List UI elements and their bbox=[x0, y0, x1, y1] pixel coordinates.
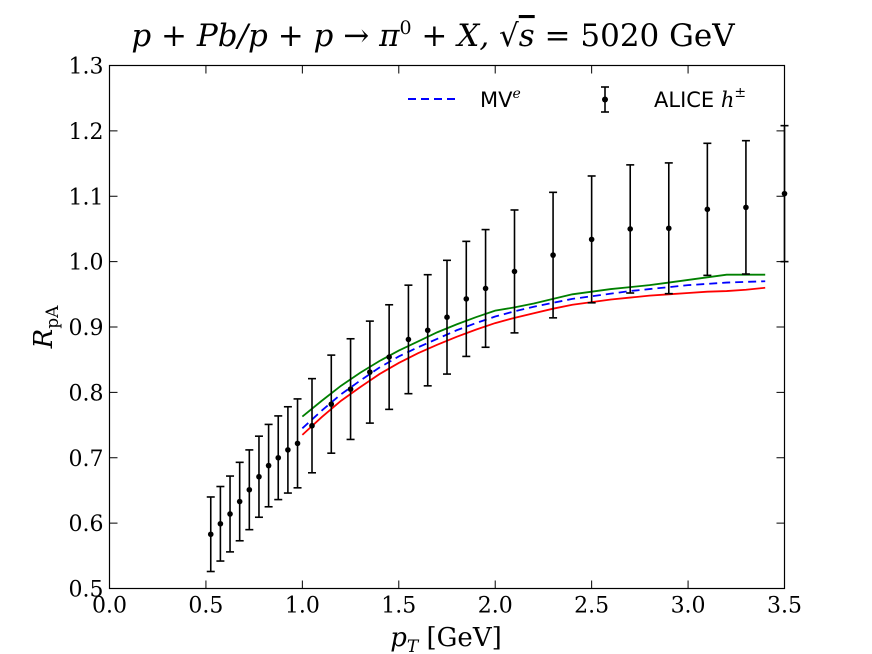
data-point-group bbox=[626, 164, 635, 294]
data-point-group bbox=[703, 142, 712, 277]
x-tick-label: 2.0 bbox=[478, 594, 513, 619]
y-axis-label-main: R bbox=[29, 329, 59, 350]
data-point bbox=[482, 285, 489, 292]
data-point bbox=[588, 236, 595, 243]
x-tick-label: 1.5 bbox=[381, 594, 416, 619]
data-point bbox=[227, 511, 233, 517]
legend: MVe ALICE h± bbox=[408, 85, 746, 113]
data-point bbox=[207, 531, 214, 538]
series-line-1 bbox=[301, 273, 766, 418]
data-point bbox=[217, 520, 224, 527]
legend-alice-label: ALICE h± bbox=[654, 85, 746, 112]
y-tick-label: 0.9 bbox=[69, 316, 104, 341]
legend-alice-swatch bbox=[601, 86, 609, 113]
data-point-group bbox=[206, 496, 215, 573]
series-line-0 bbox=[301, 280, 766, 429]
data-point-group bbox=[549, 191, 558, 319]
y-tick-label: 0.8 bbox=[69, 381, 104, 406]
data-point-group bbox=[226, 475, 235, 553]
data-point-group bbox=[283, 405, 292, 494]
title-tail: = 5020 GeV bbox=[535, 18, 736, 54]
data-point bbox=[511, 268, 518, 275]
data-point bbox=[265, 462, 272, 469]
data-point bbox=[236, 498, 243, 505]
data-point-group bbox=[423, 273, 432, 387]
data-point-group bbox=[664, 162, 673, 295]
data-point bbox=[347, 386, 354, 392]
x-axis-label-sub: T bbox=[407, 637, 420, 654]
data-point bbox=[275, 454, 282, 461]
y-tick-label: 0.6 bbox=[69, 512, 104, 537]
data-point bbox=[328, 401, 335, 407]
data-point-group bbox=[327, 354, 336, 454]
data-point-group bbox=[462, 240, 471, 358]
title-sup: 0 bbox=[399, 17, 411, 39]
data-point-group bbox=[365, 320, 374, 424]
x-tick-label: 0.0 bbox=[92, 594, 127, 619]
data-point bbox=[246, 486, 253, 493]
data-point bbox=[285, 447, 291, 453]
data-point-group bbox=[481, 228, 490, 349]
y-axis-label-sub: pA bbox=[43, 305, 63, 329]
title-sqrt-arg: s bbox=[519, 18, 535, 54]
data-point-group bbox=[404, 284, 413, 395]
x-tick-label: 0.5 bbox=[188, 594, 223, 619]
legend-mv-label: MVe bbox=[480, 86, 521, 112]
data-point-group bbox=[741, 139, 750, 275]
data-point bbox=[704, 206, 711, 213]
data-point-group bbox=[587, 175, 596, 304]
data-point-group bbox=[274, 415, 283, 501]
data-point bbox=[405, 336, 412, 343]
title-main: p + Pb/p + p → π bbox=[131, 18, 400, 54]
y-tick-label: 1.2 bbox=[69, 120, 104, 145]
title-mid: + X, √ bbox=[412, 18, 519, 54]
data-point bbox=[424, 327, 431, 334]
x-tick-label: 3.5 bbox=[767, 594, 802, 619]
legend-alice-text: ALICE bbox=[654, 88, 721, 112]
x-axis-label-tail: [GeV] bbox=[418, 623, 501, 653]
data-point-group bbox=[293, 398, 302, 489]
data-point-group bbox=[385, 303, 394, 411]
data-point bbox=[743, 204, 749, 211]
legend-alice-sup: ± bbox=[734, 85, 746, 101]
y-tick-label: 1.1 bbox=[69, 185, 104, 210]
y-tick-label: 1.3 bbox=[69, 55, 104, 80]
data-point bbox=[256, 473, 262, 480]
y-tick-label: 0.7 bbox=[69, 447, 104, 472]
x-tick-label: 2.5 bbox=[574, 594, 609, 619]
y-tick-label: 1.0 bbox=[69, 251, 104, 276]
data-point bbox=[367, 369, 373, 375]
x-axis-label-main: p bbox=[390, 623, 407, 653]
y-axis-label: RpA bbox=[29, 305, 63, 349]
data-point bbox=[627, 226, 634, 232]
data-point-group bbox=[308, 377, 316, 474]
legend-mv-text: MV bbox=[480, 88, 513, 112]
y-tick-label: 0.5 bbox=[69, 578, 104, 603]
data-point bbox=[665, 225, 672, 232]
data-point-group bbox=[245, 449, 254, 531]
data-point-group bbox=[235, 461, 244, 542]
data-point bbox=[386, 354, 392, 360]
data-point-group bbox=[510, 209, 519, 334]
series-line-2 bbox=[301, 286, 766, 436]
data-point bbox=[294, 440, 301, 447]
data-point-group bbox=[346, 337, 355, 441]
data-point bbox=[550, 252, 556, 258]
axes-frame bbox=[108, 64, 786, 590]
data-point-group bbox=[443, 259, 451, 375]
x-axis-label: pT [GeV] bbox=[390, 623, 501, 654]
legend-mv-sup: e bbox=[512, 86, 520, 102]
data-point-group bbox=[216, 485, 225, 562]
data-point bbox=[463, 296, 470, 302]
chart-title: p + Pb/p + p → π0 + X, √s = 5020 GeV bbox=[131, 17, 735, 54]
legend-alice-h: h bbox=[721, 88, 735, 112]
x-tick-label: 3.0 bbox=[671, 594, 706, 619]
data-point-group bbox=[254, 435, 263, 519]
data-point-group bbox=[264, 423, 273, 508]
data-point bbox=[444, 314, 450, 320]
data-point bbox=[309, 422, 315, 429]
x-tick-label: 1.0 bbox=[285, 594, 320, 619]
